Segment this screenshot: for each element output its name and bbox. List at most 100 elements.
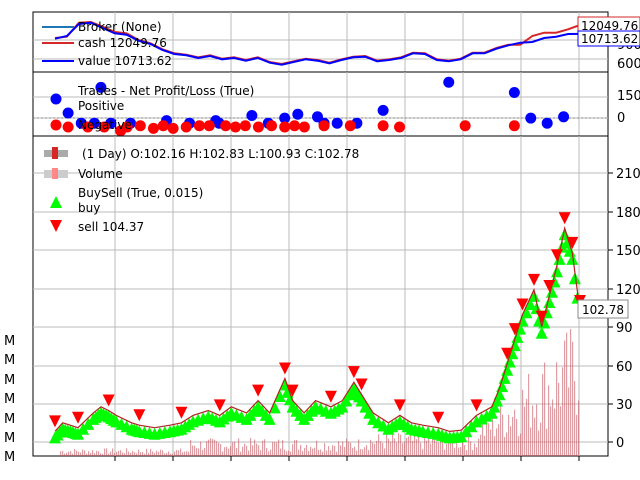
volume-bar: [392, 434, 394, 456]
volume-bar: [442, 437, 444, 456]
volume-bar: [414, 432, 416, 456]
volume-bar: [416, 439, 418, 456]
volume-bar: [356, 450, 358, 456]
volume-bar: [200, 441, 202, 456]
volume-bar: [506, 432, 508, 456]
volume-bar: [210, 438, 212, 456]
positive-point-23: [558, 111, 570, 123]
volume-bar: [234, 441, 236, 456]
volume-bar: [362, 449, 364, 456]
sell-marker-21: [286, 384, 299, 397]
volume-bar: [188, 451, 190, 456]
volume-bar: [110, 451, 112, 456]
volume-bar: [350, 442, 352, 456]
volume-bar: [80, 452, 82, 456]
volume-bar: [340, 445, 342, 456]
positive-point-16: [331, 117, 343, 129]
negative-point-18: [289, 120, 301, 132]
series-line-1: [54, 21, 581, 66]
volume-bar: [530, 427, 532, 456]
volume-bar: [118, 450, 120, 456]
price-ytick-label-4: 90: [616, 321, 633, 336]
volume-bar: [236, 448, 238, 456]
volume-bar: [116, 451, 118, 456]
volume-bar: [364, 447, 366, 456]
sell-marker-18: [252, 384, 265, 397]
volume-bar: [274, 442, 276, 456]
volume-bar: [168, 451, 170, 456]
volume-bar: [148, 452, 150, 456]
volume-bar: [514, 409, 516, 456]
volume-ytick-label-5: M: [4, 431, 15, 446]
legend-value: value 10713.62: [78, 54, 172, 68]
volume-bar: [566, 332, 568, 456]
negative-point-7: [157, 120, 169, 132]
volume-bar: [278, 439, 280, 456]
volume-bar: [262, 440, 264, 456]
volume-bar: [204, 448, 206, 456]
volume-bar: [532, 405, 534, 456]
volume-bar: [354, 446, 356, 456]
sell-marker-0: [49, 415, 61, 428]
volume-bar: [540, 422, 542, 456]
volume-bar: [558, 382, 560, 456]
volume-bar: [216, 441, 218, 456]
volume-bar: [388, 438, 390, 456]
volume-bar: [418, 435, 420, 456]
volume-bar: [70, 451, 72, 456]
volume-bar: [328, 446, 330, 456]
sell-marker-40: [508, 323, 521, 336]
positive-point-13: [292, 108, 304, 120]
volume-bar: [326, 450, 328, 456]
sell-marker-39: [501, 347, 514, 360]
volume-bar: [342, 441, 344, 456]
volume-bar: [272, 441, 274, 456]
volume-bar: [448, 442, 450, 456]
volume-bar: [554, 408, 556, 456]
volume-bar: [78, 451, 80, 456]
volume-bar: [184, 451, 186, 456]
volume-bar: [564, 340, 566, 456]
volume-bar: [92, 450, 94, 456]
volume-bar: [456, 438, 458, 456]
volume-bar: [146, 448, 148, 456]
volume-bar: [122, 452, 124, 456]
volume-bar: [164, 453, 166, 456]
volume-bar: [440, 434, 442, 456]
volume-bar: [180, 448, 182, 456]
price-ytick-label-5: 60: [616, 360, 633, 375]
volume-bar: [162, 450, 164, 456]
volume-bar: [142, 452, 144, 456]
volume-bar: [154, 452, 156, 456]
positive-point-3: [95, 81, 107, 93]
volume-bar: [316, 440, 318, 456]
volume-bar: [248, 450, 250, 456]
x-ticks: [114, 456, 580, 461]
volume-bar: [324, 443, 326, 456]
volume-bar: [288, 450, 290, 456]
sell-marker-36: [470, 399, 483, 412]
buy-marker: [273, 389, 286, 402]
negative-point-14: [239, 120, 251, 132]
positive-point-12: [279, 112, 291, 124]
negative-point-16: [266, 120, 278, 132]
volume-bar: [232, 442, 234, 456]
volume-bar: [66, 452, 68, 456]
sell-marker-24: [324, 390, 337, 403]
volume-bar: [536, 404, 538, 456]
buy-marker: [543, 296, 556, 308]
legend-positive: Positive: [78, 99, 124, 113]
broker-ytick-1: 6000: [617, 57, 640, 72]
volume-bar: [84, 450, 86, 456]
sell-marker-15: [213, 399, 226, 412]
volume-bar: [208, 439, 210, 456]
volume-bar: [244, 443, 246, 456]
volume-bar: [302, 451, 304, 456]
positive-point-18: [377, 104, 389, 116]
volume-bar: [572, 341, 574, 456]
volume-bar: [344, 447, 346, 456]
volume-bar: [98, 451, 100, 456]
